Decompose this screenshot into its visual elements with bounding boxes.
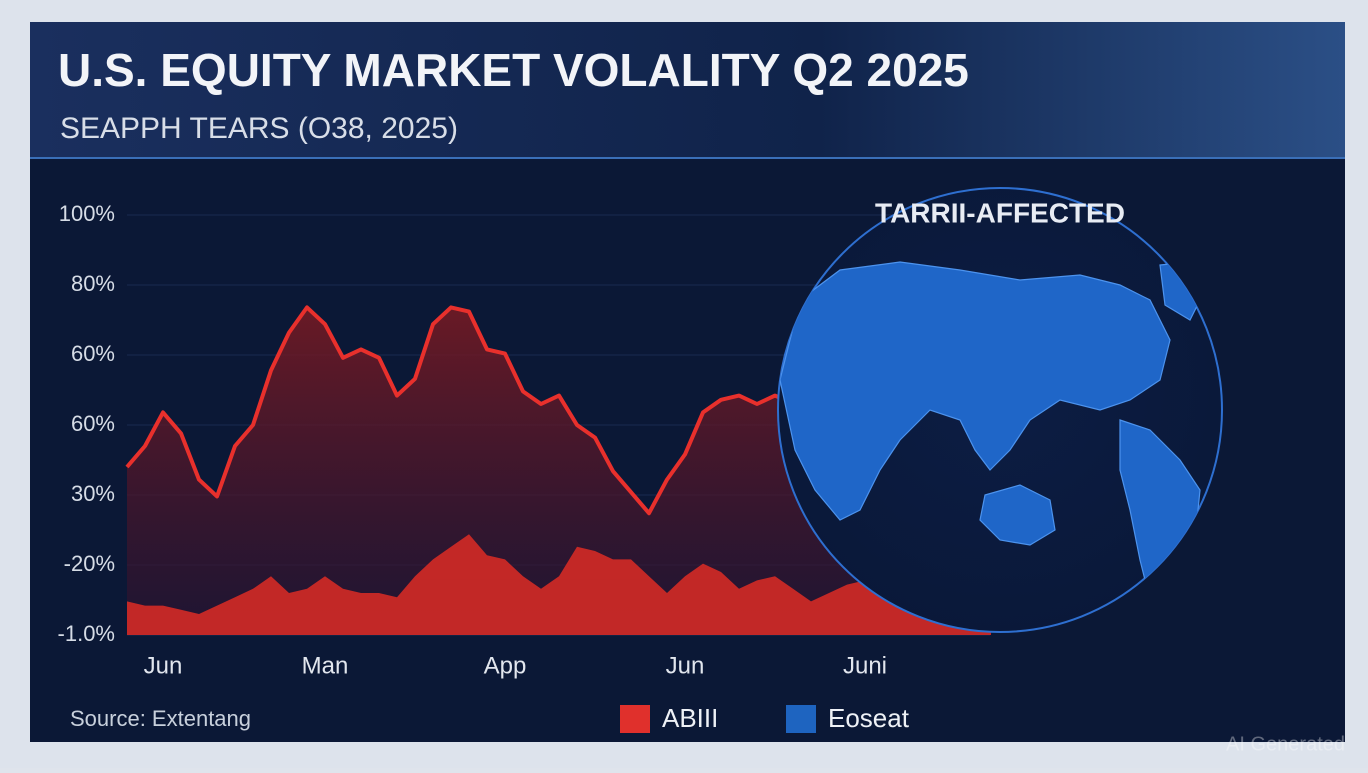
y-tick-label: 30% [71,481,115,506]
y-tick-label: 60% [71,411,115,436]
land-eurasia [779,261,1171,521]
x-tick-label: Jun [666,652,705,679]
y-tick-label: -20% [64,551,115,576]
legend-label: Eoseat [828,703,910,733]
y-tick-label: 60% [71,341,115,366]
legend-label: ABIII [662,703,718,733]
x-tick-label: Juni [843,652,887,679]
globe [777,187,1223,633]
area-fill [127,307,991,635]
chart-subtitle: SEAPPH TEARS (O38, 2025) [60,112,458,145]
chart-title: U.S. EQUITY MARKET VOLALITY Q2 2025 [58,44,969,96]
land-australia [979,484,1056,546]
legend-swatch [786,705,816,733]
x-tick-label: Jun [144,652,183,679]
lower-area [127,534,991,635]
y-tick-label: -1.0% [58,621,115,646]
x-tick-label: Man [302,652,349,679]
x-tick-label: App [484,652,527,679]
watermark: AI Generated [1226,733,1345,755]
header-band [30,22,1345,158]
legend-swatch [620,705,650,733]
annotation: TARRII-AFFECTED [875,197,1125,228]
source-note: Source: Extentang [70,706,251,731]
y-tick-label: 100% [59,201,115,226]
y-tick-label: 80% [71,271,115,296]
